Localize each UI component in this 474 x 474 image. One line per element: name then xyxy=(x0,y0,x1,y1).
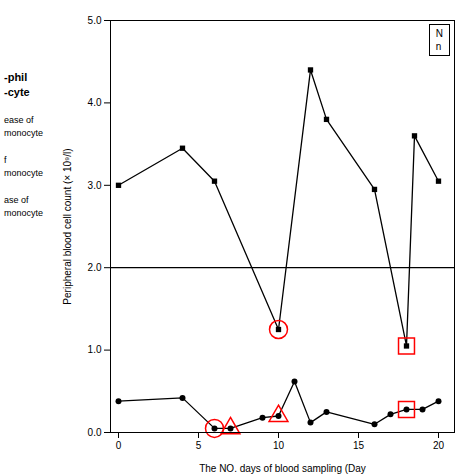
html-text:ease of: ease of xyxy=(4,115,34,125)
html-text:f: f xyxy=(4,155,7,165)
svg-text:3.0: 3.0 xyxy=(88,180,102,191)
html-text:n: n xyxy=(435,41,442,52)
svg-text:Peripheral blood cell count (×: Peripheral blood cell count (× 10⁹/l) xyxy=(62,148,73,304)
svg-text:5: 5 xyxy=(196,440,202,451)
svg-text:1.0: 1.0 xyxy=(88,344,102,355)
html-text:N: N xyxy=(435,28,443,39)
svg-text:0.0: 0.0 xyxy=(88,427,102,438)
svg-text:0: 0 xyxy=(116,440,122,451)
svg-text:10: 10 xyxy=(273,440,285,451)
svg-text:2.0: 2.0 xyxy=(88,262,102,273)
html-text:-phil: -phil xyxy=(4,71,28,83)
html-text:monocyte: monocyte xyxy=(4,128,43,138)
svg-text:15: 15 xyxy=(353,440,365,451)
html-text:ase of: ase of xyxy=(4,195,29,205)
svg-text:The NO. days of blood sampling: The NO. days of blood sampling (Day xyxy=(199,463,366,474)
svg-text:5.0: 5.0 xyxy=(88,15,102,26)
svg-text:4.0: 4.0 xyxy=(88,97,102,108)
html-text:monocyte: monocyte xyxy=(4,168,43,178)
html-text:-cyte: -cyte xyxy=(4,86,30,98)
html-text:monocyte: monocyte xyxy=(4,208,43,218)
svg-text:20: 20 xyxy=(433,440,445,451)
